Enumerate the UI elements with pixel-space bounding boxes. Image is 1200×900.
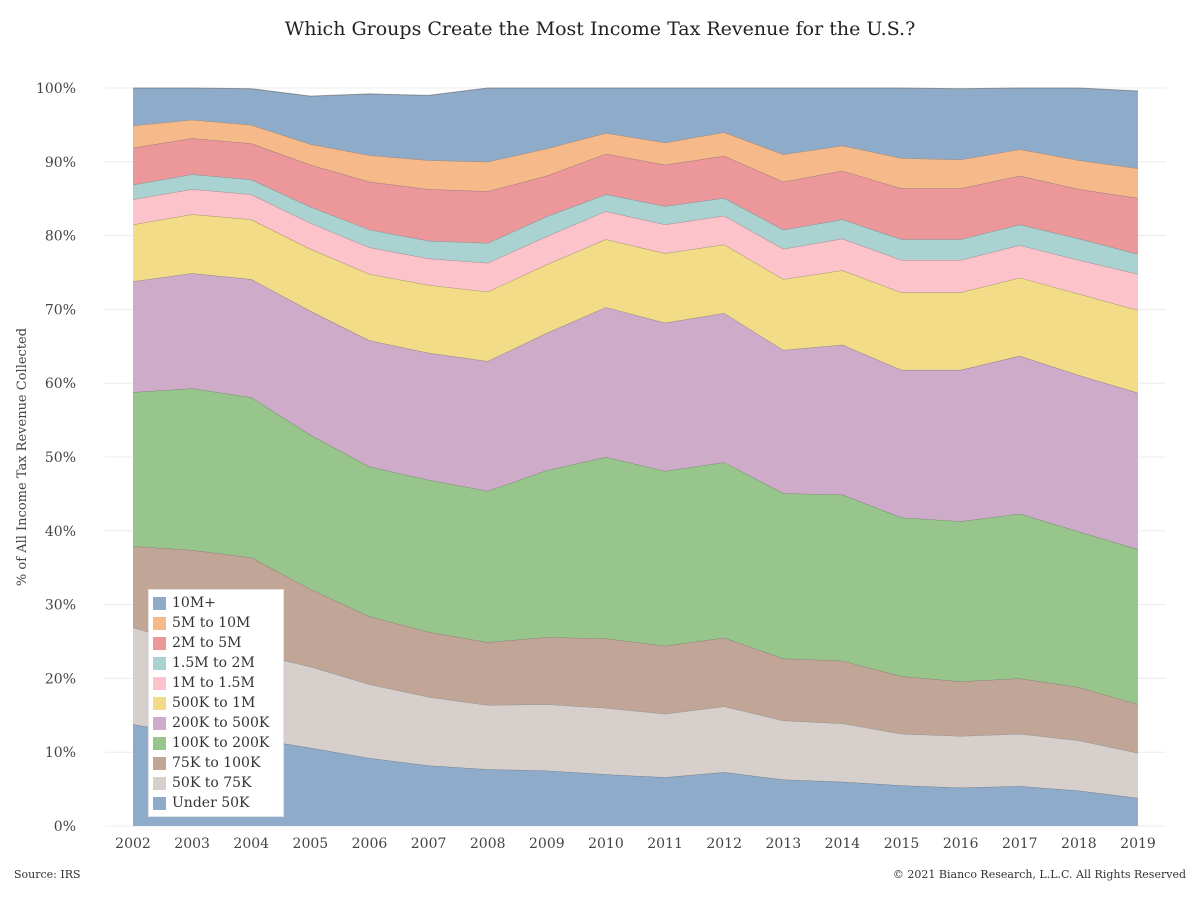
legend-item: 5M to 10M — [149, 613, 283, 633]
legend-item: Under 50K — [149, 793, 283, 813]
x-tick-label: 2016 — [943, 836, 979, 852]
legend-swatch — [153, 716, 166, 730]
x-tick-label: 2003 — [174, 836, 210, 852]
area-50k-to-75k — [133, 627, 1138, 798]
legend-swatch — [153, 736, 166, 750]
legend-item: 200K to 500K — [149, 713, 283, 733]
y-tick-label: 70% — [45, 302, 76, 318]
x-tick-label: 2007 — [411, 836, 447, 852]
legend-swatch — [153, 616, 166, 630]
x-tick-label: 2006 — [352, 836, 388, 852]
x-tick-label: 2013 — [765, 836, 801, 852]
y-tick-label: 80% — [45, 229, 76, 245]
legend: 10M+ 5M to 10M 2M to 5M 1.5M to 2M 1M to 1.5… — [148, 589, 284, 817]
area-5m-to-10m — [133, 119, 1138, 198]
x-tick-label: 2019 — [1120, 836, 1156, 852]
area-1m-to-1-5m — [133, 189, 1138, 311]
x-tick-label: 2005 — [293, 836, 329, 852]
y-tick-label: 10% — [45, 745, 76, 761]
legend-label: Under 50K — [172, 795, 250, 811]
x-tick-label: 2002 — [115, 836, 151, 852]
copyright-note: © 2021 Bianco Research, L.L.C. All Right… — [892, 868, 1186, 881]
area-100k-to-200k — [133, 388, 1138, 705]
x-tick-label: 2011 — [647, 836, 683, 852]
y-tick-label: 30% — [45, 598, 76, 614]
y-tick-label: 40% — [45, 524, 76, 540]
area-75k-to-100k — [133, 546, 1138, 753]
legend-item: 50K to 75K — [149, 773, 283, 793]
x-tick-label: 2009 — [529, 836, 565, 852]
x-tick-label: 2010 — [588, 836, 624, 852]
legend-label: 200K to 500K — [172, 715, 270, 731]
legend-swatch — [153, 796, 166, 810]
y-tick-label: 60% — [45, 376, 76, 392]
legend-swatch — [153, 696, 166, 710]
x-axis-ticks: 2002 2003 2004 2005 2006 2007 2008 2009 2010 2011… — [115, 836, 1156, 852]
y-axis-label: % of All Income Tax Revenue Collected — [15, 328, 30, 586]
legend-item: 10M+ — [149, 593, 283, 613]
area-2m-to-5m — [133, 138, 1138, 254]
x-tick-label: 2012 — [706, 836, 742, 852]
x-tick-label: 2004 — [233, 836, 269, 852]
legend-label: 10M+ — [172, 595, 216, 611]
stacked-areas — [132, 87, 1139, 826]
legend-swatch — [153, 656, 166, 670]
legend-swatch — [153, 676, 166, 690]
legend-swatch — [153, 776, 166, 790]
legend-label: 75K to 100K — [172, 755, 261, 771]
area-edge-line — [133, 87, 1139, 97]
y-tick-label: 50% — [45, 450, 76, 466]
area-10m- — [133, 88, 1138, 169]
legend-item: 75K to 100K — [149, 753, 283, 773]
y-tick-label: 90% — [45, 155, 76, 171]
legend-label: 1M to 1.5M — [172, 675, 255, 691]
area-under-50k — [133, 724, 1138, 826]
legend-label: 5M to 10M — [172, 615, 251, 631]
source-note: Source: IRS — [14, 868, 81, 881]
x-tick-label: 2008 — [470, 836, 506, 852]
legend-item: 1.5M to 2M — [149, 653, 283, 673]
y-tick-label: 0% — [54, 819, 76, 835]
y-tick-label: 20% — [45, 671, 76, 687]
legend-swatch — [153, 756, 166, 770]
x-tick-label: 2015 — [884, 836, 920, 852]
legend-item: 100K to 200K — [149, 733, 283, 753]
legend-label: 50K to 75K — [172, 775, 252, 791]
legend-label: 500K to 1M — [172, 695, 256, 711]
legend-label: 100K to 200K — [172, 735, 270, 751]
legend-swatch — [153, 596, 166, 610]
area-200k-to-500k — [133, 273, 1138, 550]
x-tick-label: 2014 — [825, 836, 861, 852]
x-tick-label: 2017 — [1002, 836, 1038, 852]
legend-label: 1.5M to 2M — [172, 655, 255, 671]
y-axis-ticks: 0% 10% 20% 30% 40% 50% 60% 70% 80% 90% 100% — [36, 81, 76, 835]
legend-item: 2M to 5M — [149, 633, 283, 653]
area-1-5m-to-2m — [133, 174, 1138, 274]
legend-item: 1M to 1.5M — [149, 673, 283, 693]
legend-item: 500K to 1M — [149, 693, 283, 713]
y-tick-label: 100% — [36, 81, 76, 97]
legend-swatch — [153, 636, 166, 650]
chart-title: Which Groups Create the Most Income Tax … — [284, 18, 916, 40]
x-tick-label: 2018 — [1061, 836, 1097, 852]
legend-label: 2M to 5M — [172, 635, 242, 651]
area-500k-to-1m — [133, 214, 1138, 393]
